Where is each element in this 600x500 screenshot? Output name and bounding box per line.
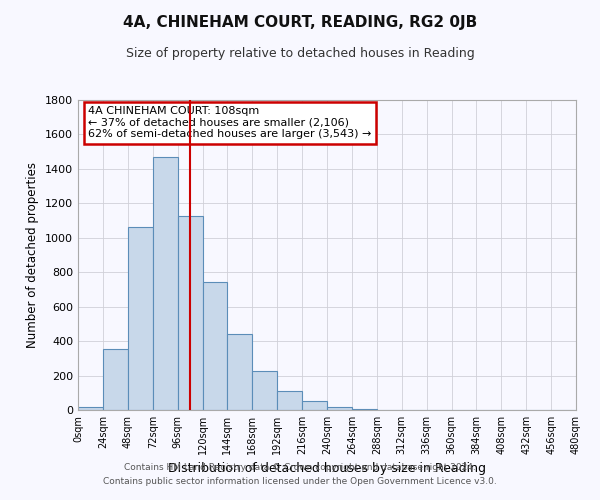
Bar: [128, 226, 153, 410]
Text: Contains HM Land Registry data © Crown copyright and database right 2024.: Contains HM Land Registry data © Crown c…: [124, 464, 476, 472]
Bar: [253, 371, 277, 410]
Text: 4A, CHINEHAM COURT, READING, RG2 0JB: 4A, CHINEHAM COURT, READING, RG2 0JB: [123, 15, 477, 30]
Bar: [103, 349, 128, 410]
Text: 4A CHINEHAM COURT: 108sqm
← 37% of detached houses are smaller (2,106)
62% of se: 4A CHINEHAM COURT: 108sqm ← 37% of detac…: [88, 106, 371, 140]
Text: Size of property relative to detached houses in Reading: Size of property relative to detached ho…: [125, 48, 475, 60]
Bar: [203, 282, 227, 410]
Y-axis label: Number of detached properties: Number of detached properties: [26, 162, 40, 348]
Bar: [302, 400, 327, 410]
Bar: [352, 409, 377, 410]
Bar: [327, 406, 352, 410]
Text: Contains public sector information licensed under the Open Government Licence v3: Contains public sector information licen…: [103, 477, 497, 486]
Bar: [78, 406, 103, 410]
Bar: [227, 334, 253, 410]
Bar: [152, 157, 178, 410]
Bar: [277, 391, 302, 410]
X-axis label: Distribution of detached houses by size in Reading: Distribution of detached houses by size …: [168, 462, 486, 475]
Bar: [178, 216, 203, 410]
